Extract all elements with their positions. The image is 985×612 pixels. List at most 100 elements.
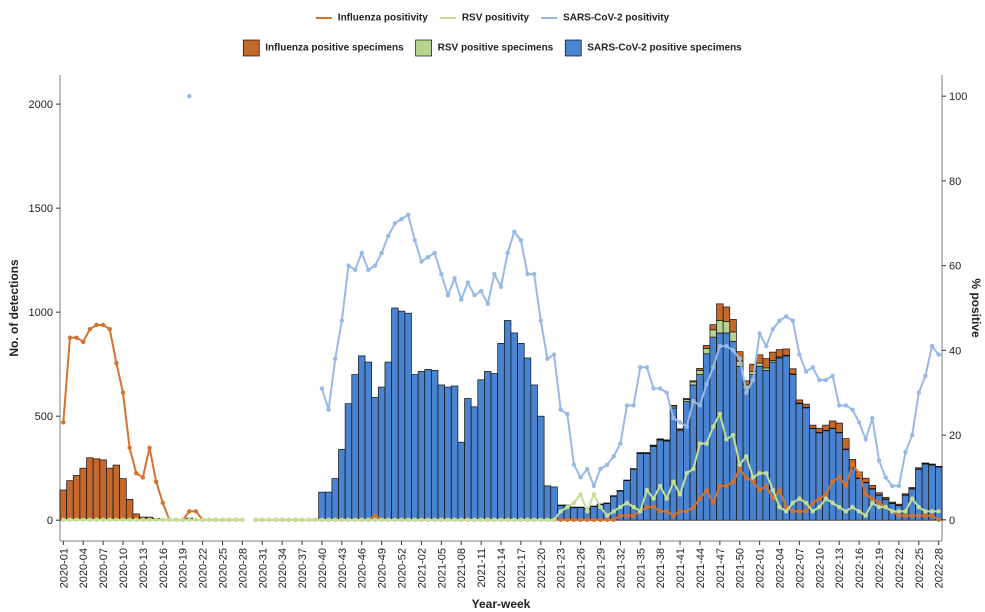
bar: [928, 463, 936, 466]
point: [797, 352, 802, 357]
point: [837, 475, 842, 480]
point: [558, 517, 563, 523]
x-tick-label: 2021-08: [456, 548, 468, 588]
x-tick-label: 2022-19: [874, 548, 886, 588]
bar: [775, 349, 784, 358]
point: [160, 500, 165, 506]
x-tick-label: 2020-49: [377, 548, 389, 588]
point: [127, 445, 132, 450]
bar: [450, 385, 459, 521]
bar: [417, 371, 426, 521]
point: [684, 424, 689, 429]
x-tick-label: 2020-16: [158, 548, 170, 588]
y-tick-label: 1000: [29, 307, 53, 319]
x-tick-label: 2022-16: [854, 548, 866, 588]
point: [837, 403, 842, 408]
point: [883, 504, 888, 510]
bar: [722, 321, 731, 334]
bar: [590, 505, 598, 508]
x-axis-title: Year-week: [472, 597, 531, 611]
bar: [490, 373, 499, 521]
point: [863, 437, 868, 442]
point: [512, 517, 517, 523]
bar: [782, 355, 790, 521]
point: [876, 500, 882, 506]
bar: [424, 369, 432, 521]
point: [147, 517, 152, 523]
bar: [411, 374, 419, 521]
point: [936, 509, 941, 514]
bar: [66, 480, 74, 521]
bar: [318, 491, 326, 521]
bar: [901, 493, 910, 496]
bar: [881, 499, 890, 521]
point: [657, 386, 663, 391]
bar: [888, 501, 896, 504]
point: [677, 420, 683, 425]
point: [207, 517, 212, 523]
bar: [444, 386, 452, 521]
bar: [702, 348, 711, 355]
x-tick-label: 2021-26: [576, 548, 588, 588]
point: [114, 517, 119, 523]
point: [319, 386, 325, 391]
bar: [484, 371, 492, 521]
point: [611, 517, 616, 523]
point: [551, 352, 557, 357]
point: [684, 509, 689, 514]
point: [405, 517, 411, 523]
bar: [862, 477, 870, 483]
point: [306, 517, 311, 523]
point: [724, 437, 729, 442]
y-tick-label: 1500: [29, 203, 53, 215]
x-tick-label: 2020-31: [257, 548, 269, 588]
bar: [749, 374, 757, 521]
point: [452, 517, 457, 523]
bar: [610, 495, 618, 521]
bar: [457, 441, 465, 521]
line: [320, 213, 940, 489]
bar: [795, 399, 804, 404]
bar: [716, 303, 724, 321]
bar: [729, 340, 737, 521]
point: [565, 504, 570, 510]
x-tick-label: 2020-46: [357, 548, 369, 588]
point: [870, 496, 875, 501]
point: [697, 403, 703, 408]
point: [850, 462, 855, 467]
x-tick-label: 2022-10: [814, 548, 826, 588]
point: [286, 517, 291, 523]
point: [187, 509, 192, 514]
bar: [391, 307, 399, 521]
point: [412, 517, 417, 523]
point: [578, 475, 583, 480]
point: [823, 377, 829, 383]
bar: [523, 357, 532, 521]
legend-swatch: [415, 39, 432, 57]
x-tick-label: 2021-38: [655, 548, 667, 588]
point: [167, 517, 172, 523]
point: [226, 517, 232, 523]
point: [492, 271, 497, 277]
legend-label: SARS-CoV-2 positive specimens: [587, 43, 742, 54]
point: [611, 454, 616, 459]
point: [624, 500, 630, 506]
point: [87, 326, 93, 332]
point: [790, 509, 795, 514]
point: [326, 407, 331, 412]
point: [279, 517, 285, 523]
point: [863, 492, 868, 497]
point: [432, 250, 437, 256]
point: [618, 504, 623, 510]
point: [644, 504, 650, 510]
point: [346, 517, 351, 523]
point: [445, 517, 451, 523]
bar: [689, 384, 697, 521]
bar: [689, 380, 697, 383]
point: [890, 483, 895, 489]
point: [67, 335, 73, 340]
x-tick-label: 2020-43: [337, 548, 349, 588]
point: [691, 466, 696, 472]
point: [233, 517, 238, 523]
x-tick-label: 2020-04: [78, 548, 90, 588]
